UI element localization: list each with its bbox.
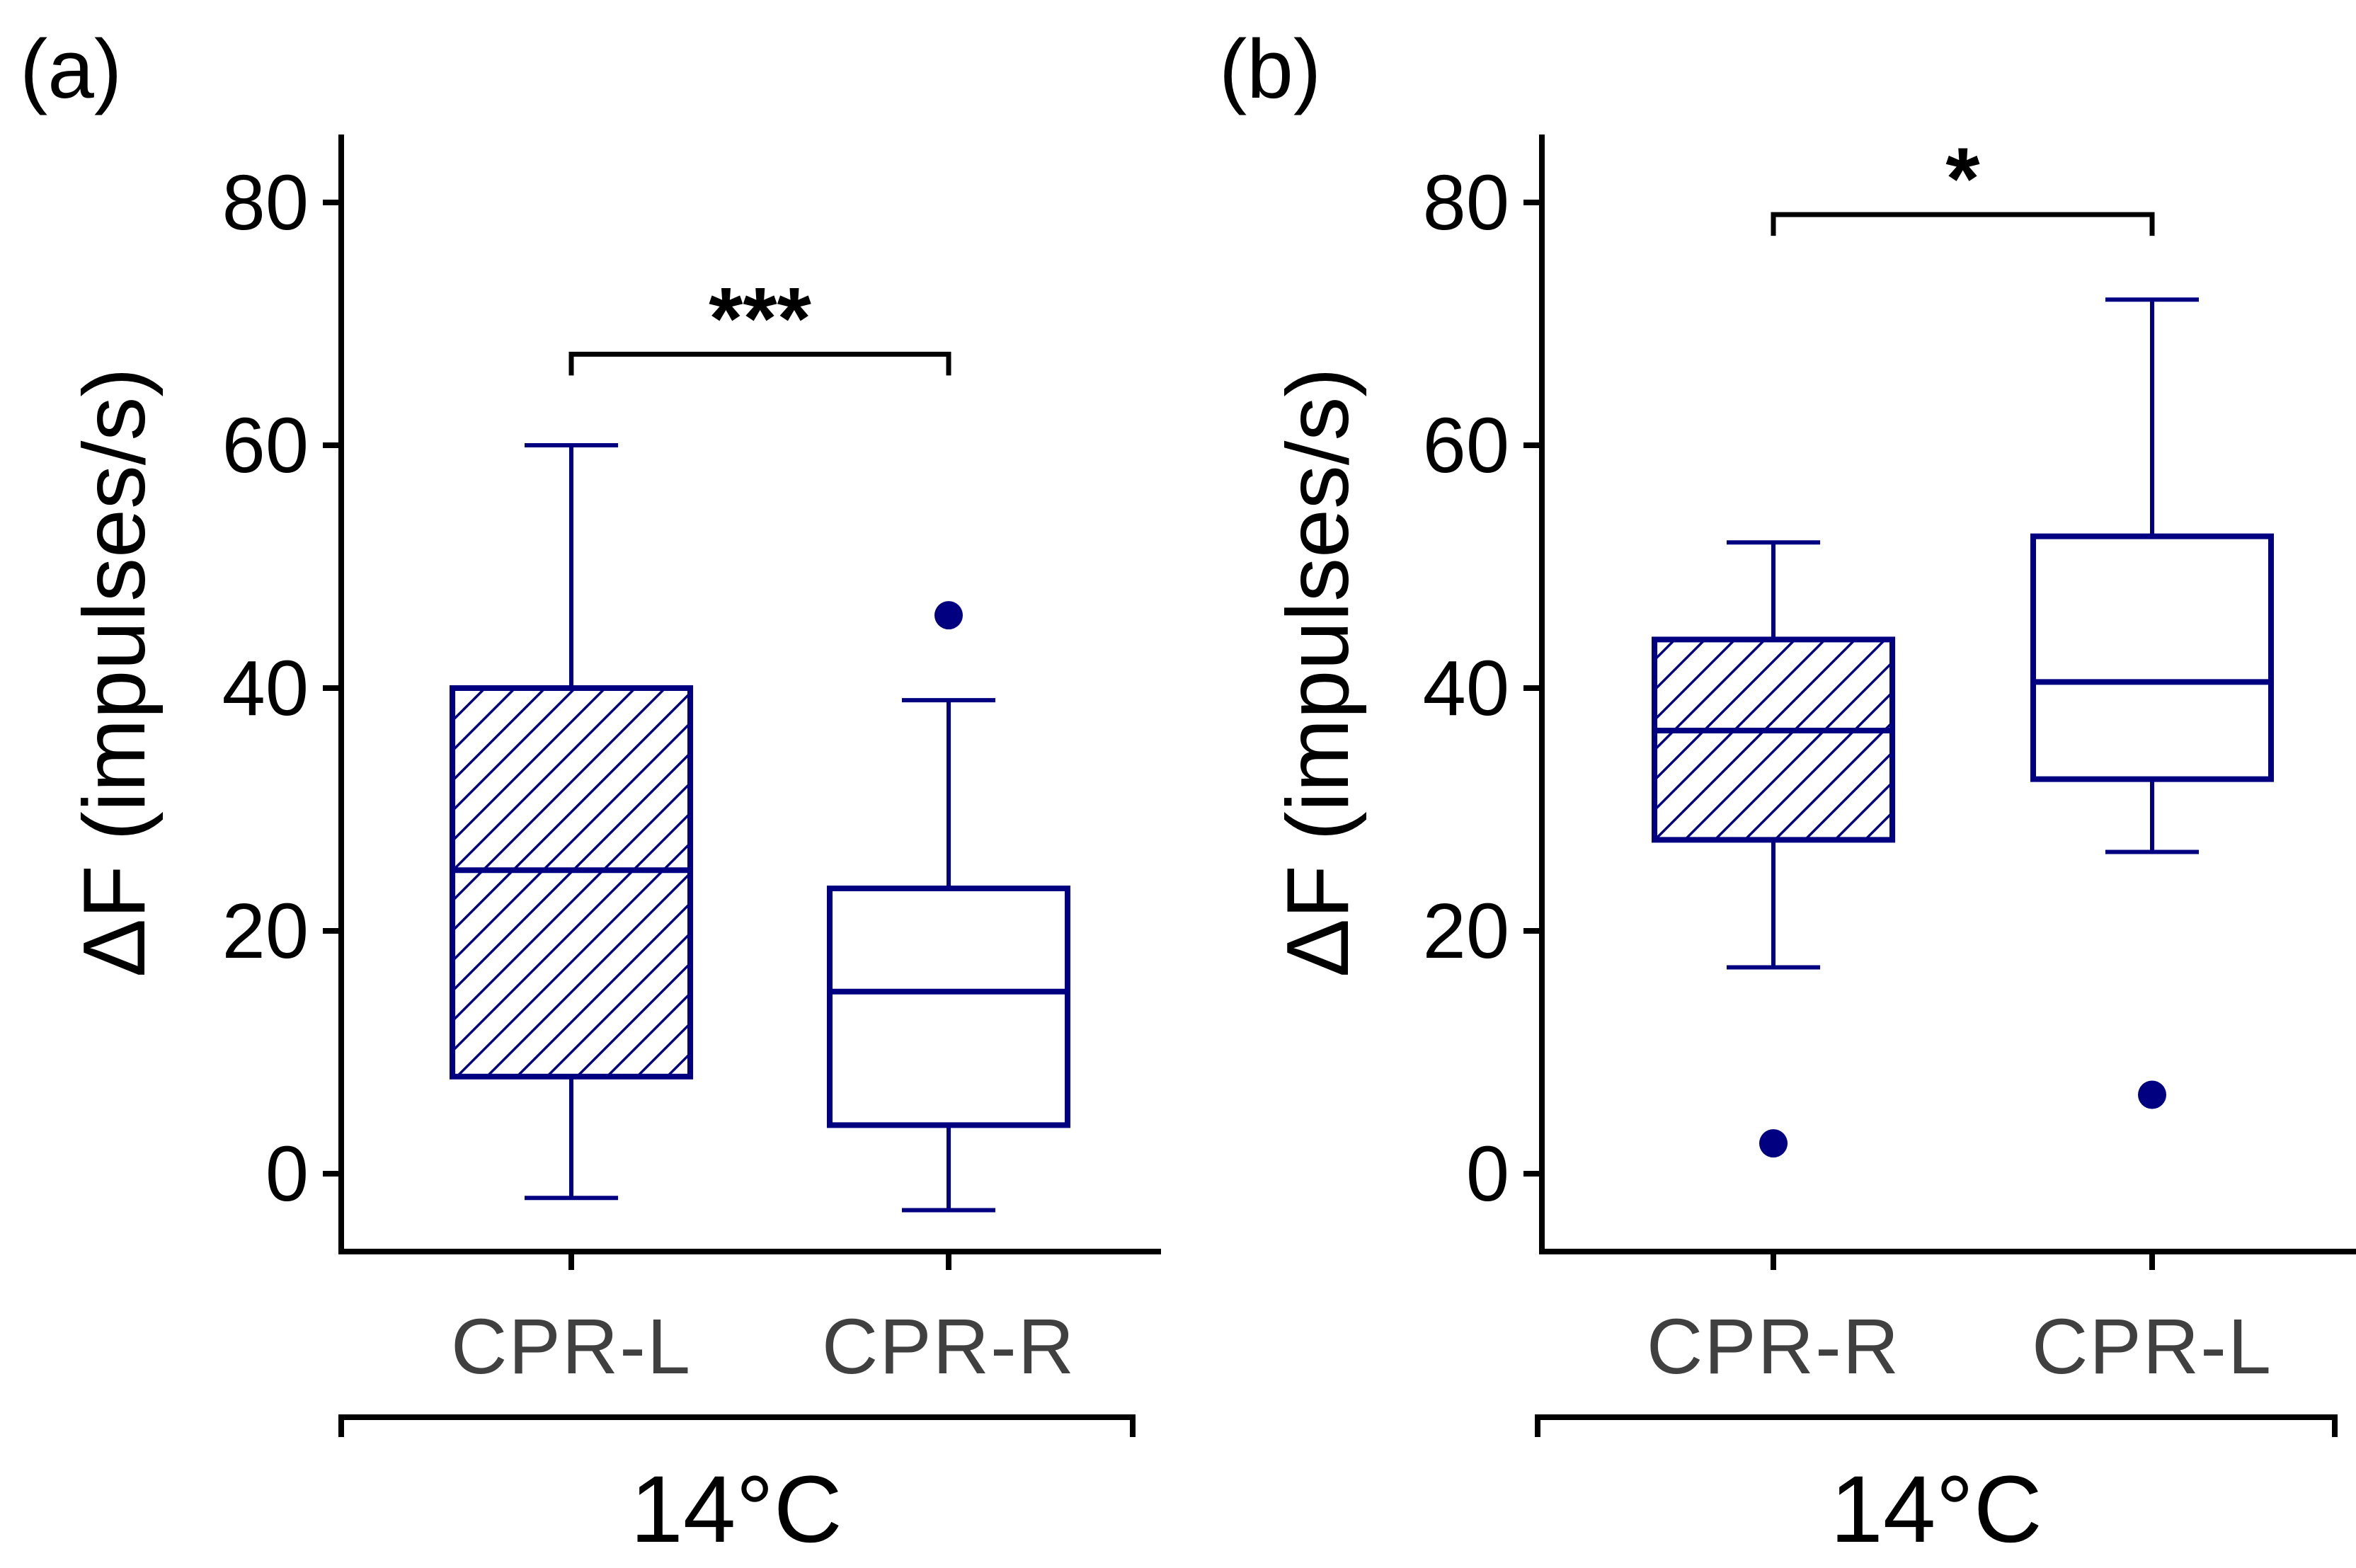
iqr-box	[827, 885, 1070, 1128]
panel-b-box-cpr-l: CPR-L	[2030, 297, 2274, 1390]
panel-b-category-label: CPR-R	[1647, 1303, 1900, 1390]
panel-a-category-label: CPR-R	[822, 1303, 1075, 1390]
panel-b-label: (b)	[1219, 23, 1321, 116]
panel-b-significance-bracket	[1771, 212, 2155, 236]
panel-a-box-cpr-l: CPR-L	[450, 443, 693, 1390]
panel-b-y-tick-label: 0	[1466, 1131, 1509, 1218]
panel-b-group-label: 14°C	[1830, 1457, 2042, 1562]
panel-a: (a) ΔF (impulses/s) 0 20 40 60 80 CPR-L CPR-R *…	[20, 23, 1161, 1562]
panel-a-y-tick-label: 60	[222, 402, 309, 489]
panel-b-y-axis-title: ΔF (impulses/s)	[1269, 367, 1367, 977]
panel-a-y-tick-label: 0	[265, 1131, 309, 1218]
panel-a-y-tick-label: 40	[222, 645, 309, 732]
iqr-box	[2030, 533, 2274, 782]
panel-a-group-brace	[338, 1414, 1136, 1437]
panel-b-y-tick-label: 80	[1423, 159, 1509, 246]
outlier-point	[1759, 1129, 1788, 1158]
iqr-box	[450, 685, 693, 1080]
panel-b-plot: 0 20 40 60 80 CPR-R CPR-L *	[1423, 130, 2356, 1437]
panel-a-y-tick-label: 80	[222, 159, 309, 246]
iqr-box	[1652, 636, 1895, 843]
panel-a-box-cpr-r: CPR-R	[822, 601, 1075, 1390]
outlier-point	[2138, 1080, 2166, 1109]
panel-a-y-axis-title: ΔF (impulses/s)	[66, 367, 164, 977]
panel-b-significance-label: *	[1945, 130, 1980, 228]
panel-a-significance-bracket	[568, 351, 951, 376]
panel-a-label: (a)	[20, 23, 122, 116]
panel-b: (b) ΔF (impulses/s) 0 20 40 60 80 CPR-R CPR-L *…	[1219, 23, 2356, 1562]
panel-b-box-cpr-r: CPR-R	[1647, 540, 1900, 1390]
panel-a-y-tick-label: 20	[222, 888, 309, 975]
panel-b-category-label: CPR-L	[2032, 1303, 2272, 1390]
panel-b-y-tick-label: 60	[1423, 402, 1509, 489]
panel-a-group-label: 14°C	[630, 1457, 842, 1562]
panel-a-significance-label: ***	[709, 270, 812, 367]
outlier-point	[934, 601, 963, 630]
panel-a-category-label: CPR-L	[451, 1303, 692, 1390]
panel-a-plot: 0 20 40 60 80 CPR-L CPR-R ***	[222, 135, 1161, 1437]
panel-b-group-brace	[1535, 1414, 2338, 1437]
panel-b-y-tick-label: 20	[1423, 888, 1509, 975]
panel-b-y-tick-label: 40	[1423, 645, 1509, 732]
